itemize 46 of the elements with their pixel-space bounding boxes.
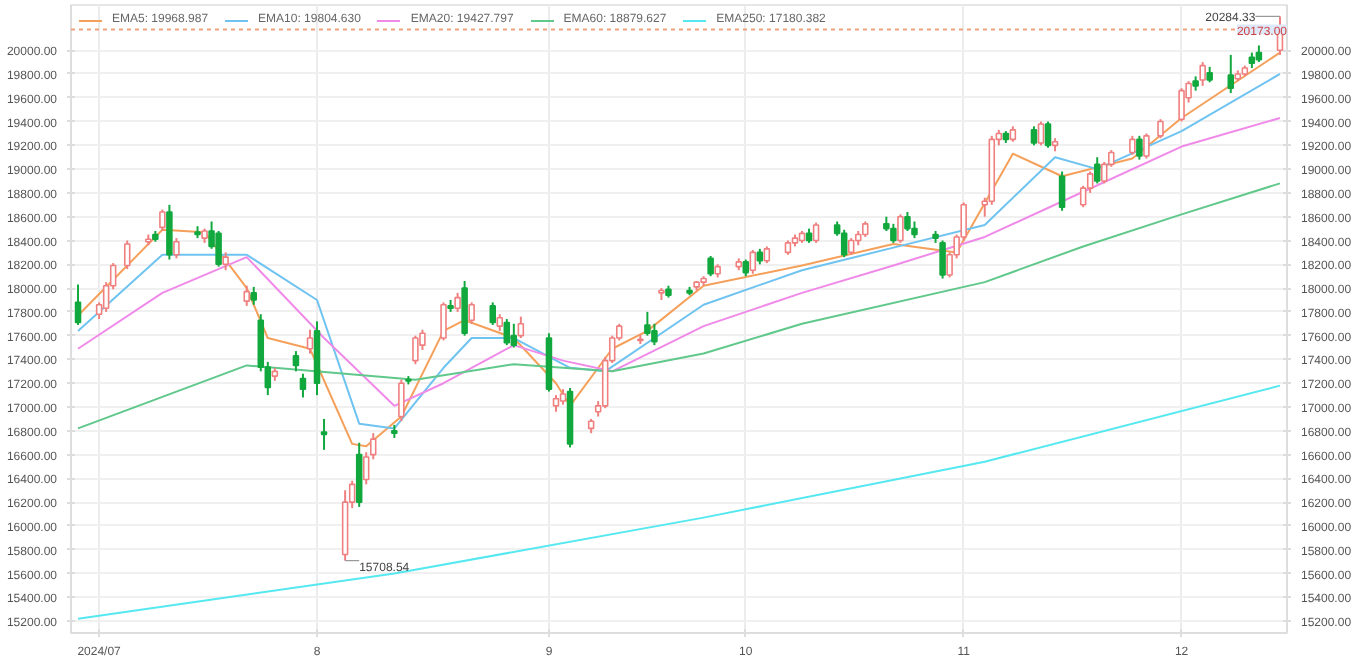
candlestick: [292, 350, 300, 373]
candlestick: [398, 378, 405, 423]
candlestick: [812, 221, 820, 244]
candlestick: [215, 229, 222, 268]
candlestick: [1093, 156, 1101, 185]
candlestick: [1044, 120, 1052, 149]
candlestick: [1227, 53, 1235, 95]
line-series: [77, 116, 1281, 407]
candlestick: [306, 328, 314, 355]
candlestick: [489, 301, 496, 326]
candlestick: [644, 310, 651, 337]
candlestick: [412, 334, 419, 366]
candlestick: [299, 372, 307, 399]
candlestick: [939, 239, 946, 280]
line-series: [77, 182, 1281, 430]
line-series: [77, 384, 1281, 620]
candlestick: [468, 301, 475, 325]
candlestick: [517, 315, 525, 340]
candlestick: [454, 291, 461, 313]
candlestick: [1199, 61, 1206, 87]
candlestick: [1030, 125, 1038, 147]
candlestick: [1157, 118, 1164, 140]
candlestick: [1058, 170, 1066, 212]
candlestick: [890, 222, 897, 244]
candlestick: [904, 210, 911, 232]
candlestick: [1037, 120, 1045, 147]
candlestick: [1129, 134, 1136, 156]
candlestick: [243, 284, 250, 307]
candlestick: [123, 239, 131, 271]
candlestick: [503, 318, 511, 347]
candlestick: [840, 228, 848, 259]
candlestick: [173, 237, 180, 260]
candlestick: [440, 301, 447, 342]
candlestick: [320, 417, 328, 451]
candlestick: [1136, 134, 1143, 161]
candlestick: [159, 208, 166, 232]
candlestick: [1178, 87, 1185, 123]
candlestick: [355, 441, 363, 508]
candlestick: [461, 279, 468, 337]
candlestick: [897, 213, 904, 244]
candlestick: [707, 254, 714, 278]
candlestick: [166, 203, 173, 261]
candlestick: [74, 283, 82, 326]
candlestick: [510, 322, 518, 349]
candlestick: [1143, 132, 1150, 160]
candlestick: [749, 249, 757, 275]
